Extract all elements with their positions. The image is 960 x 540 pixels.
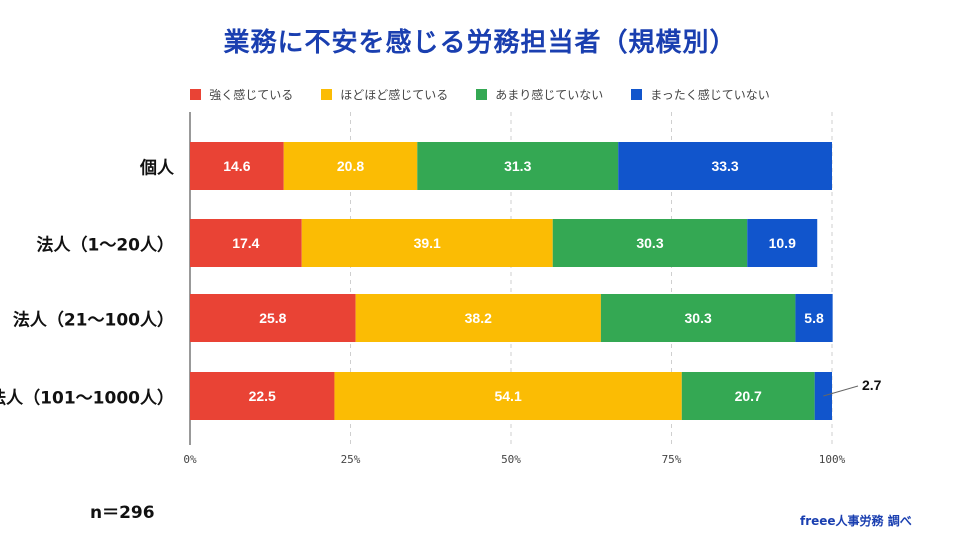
- data-label: 20.7: [735, 388, 762, 404]
- x-tick-label: 0%: [183, 453, 197, 466]
- bar-segment: [301, 219, 553, 267]
- data-label: 25.8: [259, 310, 286, 326]
- x-tick-label: 75%: [662, 453, 682, 466]
- bar-segment: [618, 142, 832, 190]
- bar-segment: [747, 219, 818, 267]
- legend-swatch-little: [476, 89, 488, 100]
- data-label: 30.3: [685, 310, 712, 326]
- category-label-corp-21-100: 法人（21〜100人）: [12, 310, 174, 331]
- bar-segment: [552, 219, 748, 267]
- data-label-leader: [823, 385, 859, 397]
- bar-segment: [190, 142, 284, 190]
- data-label: 2.7: [862, 377, 882, 393]
- bar-segment: [795, 294, 833, 342]
- data-label: 31.3: [504, 158, 531, 174]
- bar-segment: [355, 294, 601, 342]
- category-label-individual: 個人: [140, 158, 174, 179]
- bar-segment: [334, 372, 682, 420]
- legend-label-strong: 強く感じている: [209, 88, 294, 102]
- data-label: 5.8: [804, 310, 824, 326]
- source-credit: freee人事労務 調べ: [800, 514, 912, 528]
- legend-swatch-none: [631, 89, 643, 100]
- bar-segment: [600, 294, 796, 342]
- data-label: 14.6: [223, 158, 250, 174]
- data-label: 20.8: [337, 158, 364, 174]
- data-label: 10.9: [769, 235, 796, 251]
- bar-segment: [681, 372, 815, 420]
- bar-segment: [417, 142, 619, 190]
- legend-label-none: まったく感じていない: [650, 88, 770, 102]
- data-label: 38.2: [465, 310, 492, 326]
- bar-segment: [190, 294, 356, 342]
- legend-item-little: あまり感じていない: [476, 86, 603, 103]
- category-label-corp-101-1000: 法人（101〜1000人）: [0, 388, 174, 409]
- legend-item-none: まったく感じていない: [631, 86, 770, 103]
- legend-label-moderate: ほどほど感じている: [340, 88, 449, 102]
- bar-segment: [190, 219, 302, 267]
- data-label: 33.3: [711, 158, 738, 174]
- bar-segment: [283, 142, 418, 190]
- sample-size: n＝296: [90, 503, 155, 523]
- legend-swatch-moderate: [321, 89, 333, 100]
- legend: 強く感じている ほどほど感じている あまり感じていない まったく感じていない: [0, 86, 960, 103]
- legend-item-strong: 強く感じている: [190, 86, 293, 103]
- bar-segment: [190, 372, 335, 420]
- x-tick-label: 100%: [819, 453, 846, 466]
- x-tick-label: 25%: [341, 453, 361, 466]
- data-label: 17.4: [232, 235, 259, 251]
- legend-swatch-strong: [190, 89, 202, 100]
- category-label-corp-1-20: 法人（1〜20人）: [36, 235, 175, 256]
- data-label: 22.5: [249, 388, 276, 404]
- legend-item-moderate: ほどほど感じている: [321, 86, 448, 103]
- data-label: 30.3: [636, 235, 663, 251]
- legend-label-little: あまり感じていない: [495, 88, 604, 102]
- x-tick-label: 50%: [501, 453, 521, 466]
- data-label: 54.1: [494, 388, 521, 404]
- data-label: 39.1: [414, 235, 441, 251]
- chart-title: 業務に不安を感じる労務担当者（規模別）: [223, 28, 737, 58]
